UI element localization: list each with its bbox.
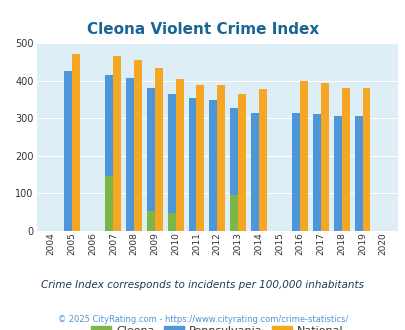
Bar (126, 78, 134, 231)
Bar (237, 94, 245, 231)
Bar (167, 213, 175, 231)
Bar (312, 115, 320, 231)
Bar (155, 69, 162, 231)
Bar (230, 194, 237, 231)
Bar (167, 94, 175, 231)
Bar (250, 113, 258, 231)
Bar (333, 116, 341, 231)
Bar (354, 116, 362, 231)
Bar (147, 212, 155, 231)
Bar (105, 177, 113, 231)
Legend: Cleona, Pennsylvania, National: Cleona, Pennsylvania, National (86, 321, 347, 330)
Bar (230, 108, 237, 231)
Bar (134, 60, 142, 231)
Bar (341, 88, 349, 231)
Text: © 2025 CityRating.com - https://www.cityrating.com/crime-statistics/: © 2025 CityRating.com - https://www.city… (58, 315, 347, 324)
Bar (196, 85, 204, 231)
Text: Cleona Violent Crime Index: Cleona Violent Crime Index (87, 22, 318, 37)
Bar (320, 83, 328, 231)
Bar (209, 100, 217, 231)
Bar (217, 85, 224, 231)
Text: Crime Index corresponds to incidents per 100,000 inhabitants: Crime Index corresponds to incidents per… (41, 280, 364, 290)
Bar (362, 88, 369, 231)
Bar (147, 88, 155, 231)
Bar (258, 89, 266, 231)
Bar (105, 75, 113, 231)
Bar (64, 71, 72, 231)
Bar (113, 56, 121, 231)
Bar (300, 81, 307, 231)
Bar (175, 79, 183, 231)
Bar (292, 113, 300, 231)
Bar (72, 54, 79, 231)
Bar (188, 98, 196, 231)
